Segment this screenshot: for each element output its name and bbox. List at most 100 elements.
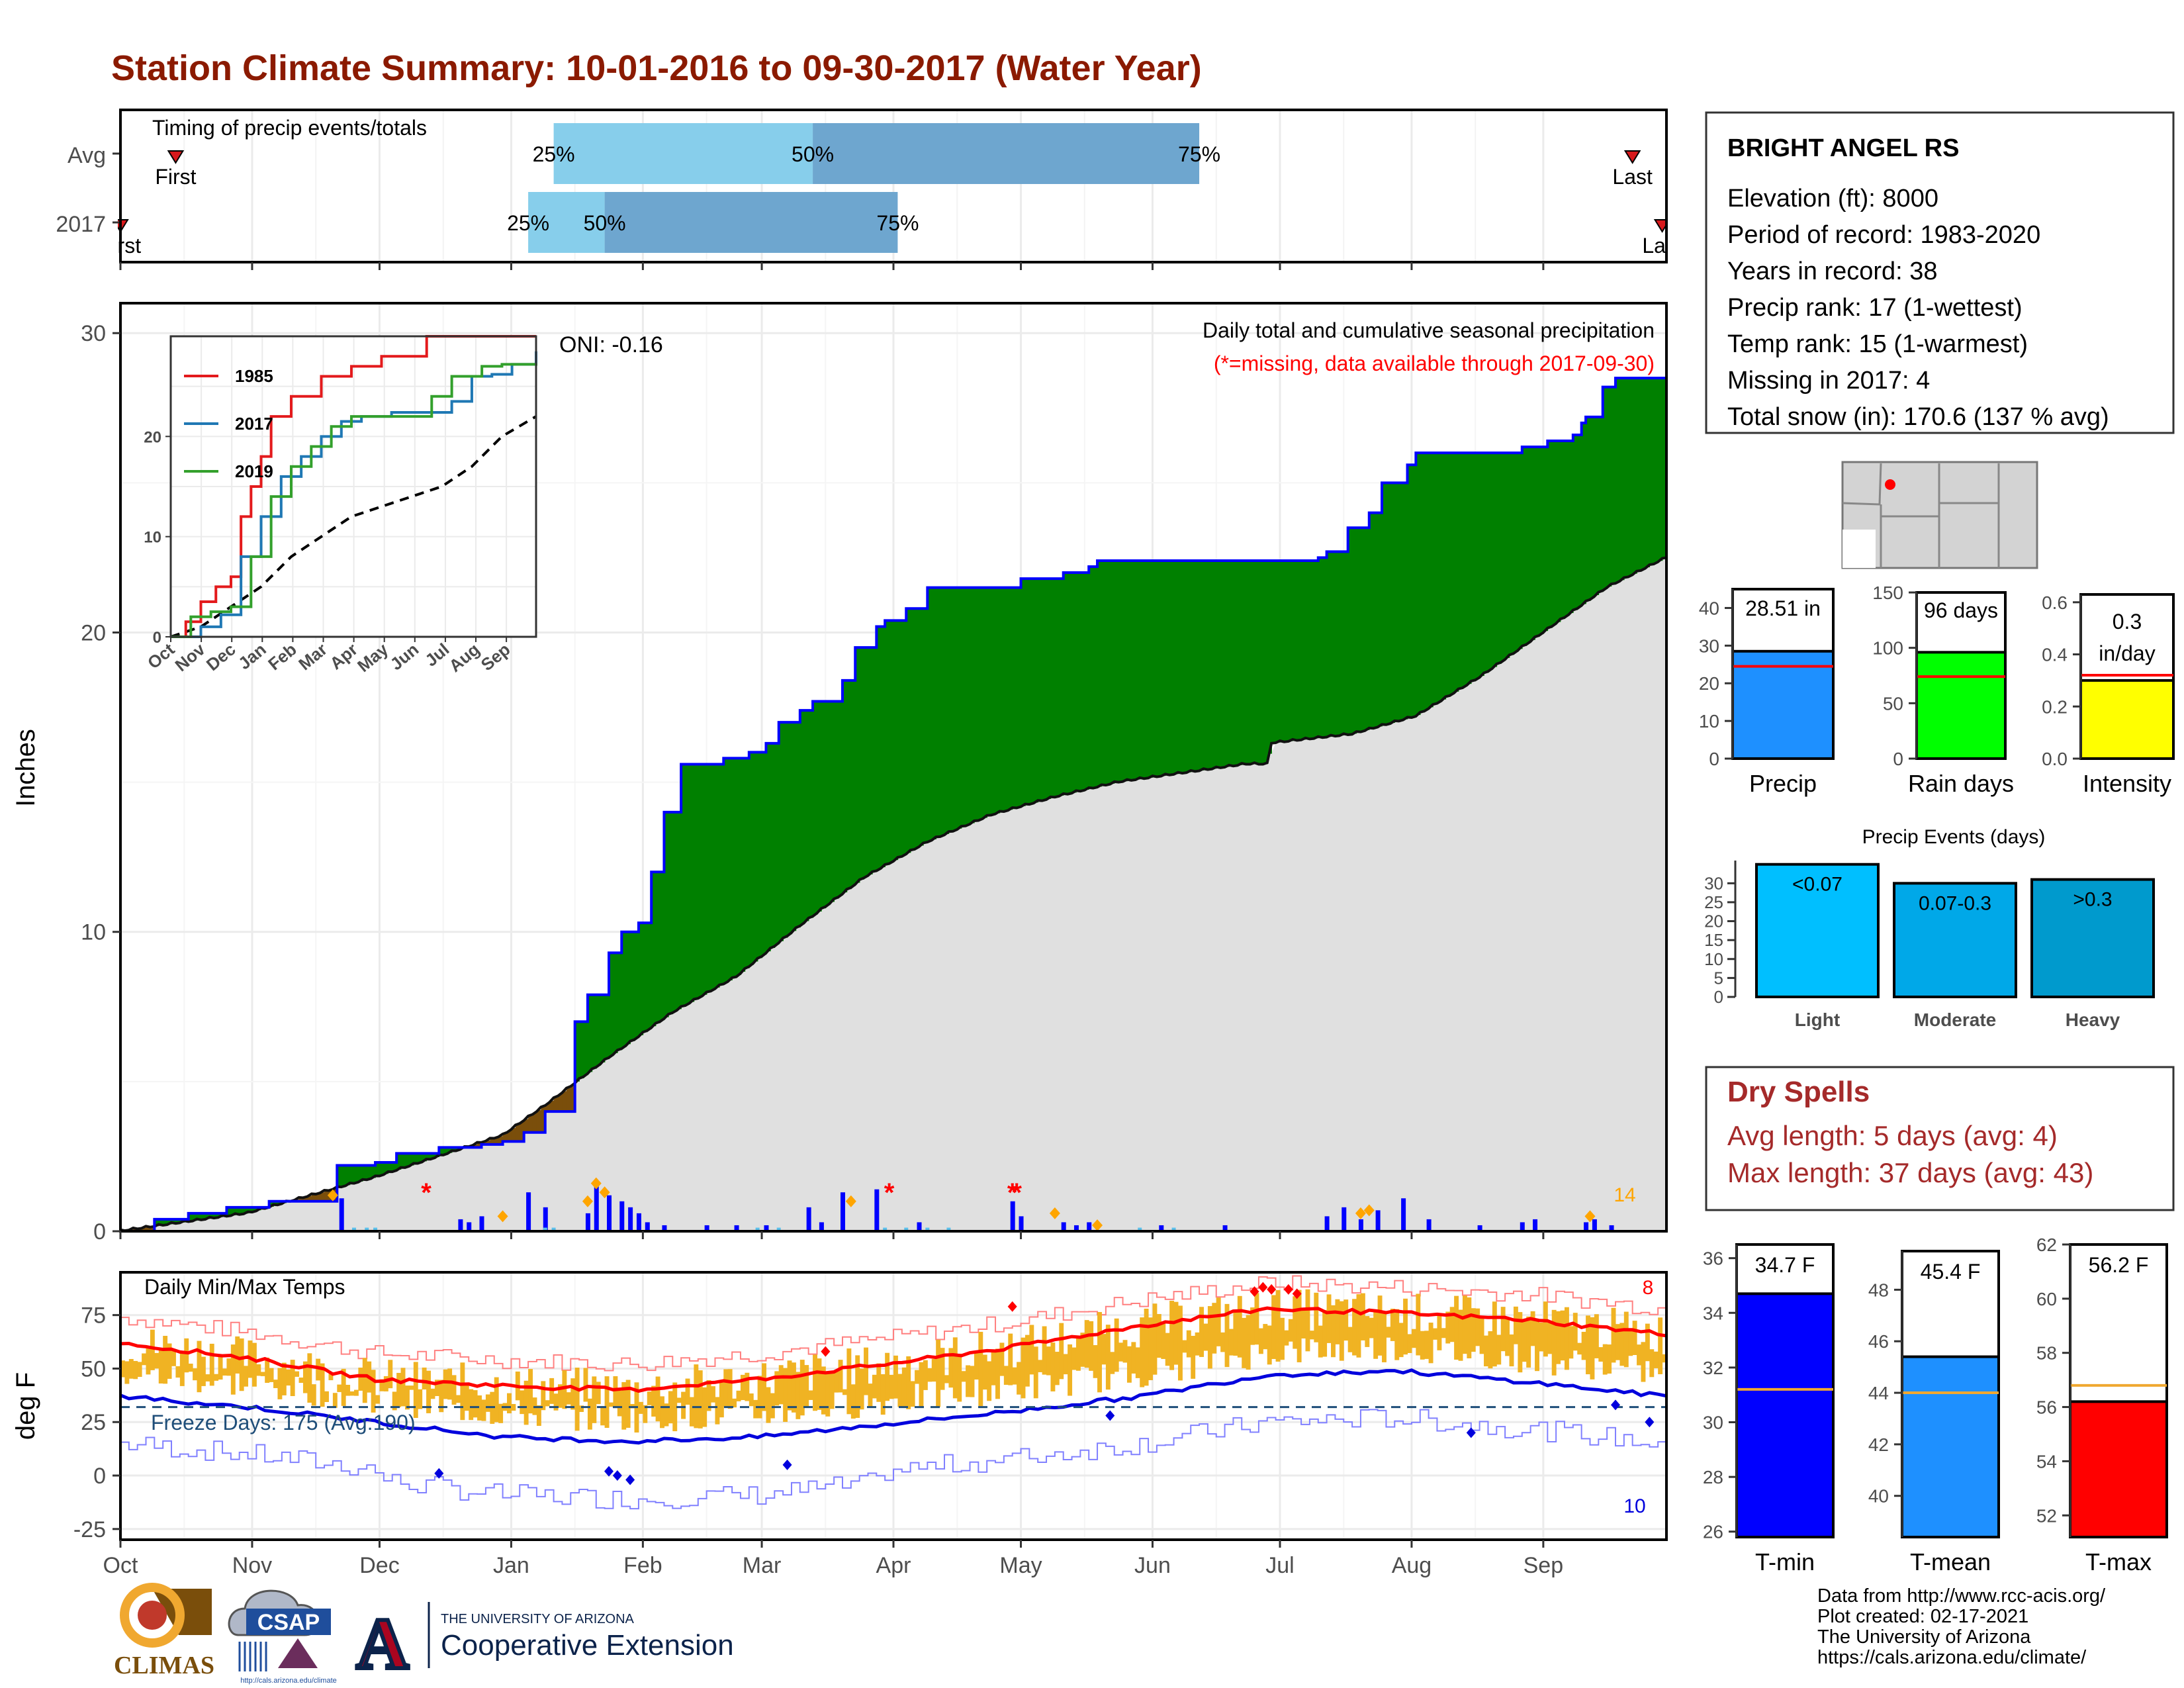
station-info-border — [1705, 111, 2175, 434]
daily-temp-range-bar — [1569, 1326, 1574, 1359]
daily-precip-bar — [636, 1213, 641, 1231]
trace-precip-bar — [543, 1227, 547, 1231]
daily-temp-range-bar — [1632, 1321, 1637, 1356]
daily-temp-range-bar — [762, 1363, 766, 1411]
daily-temp-range-bar — [838, 1360, 843, 1393]
ua-logo-bottom: Cooperative Extension — [441, 1629, 734, 1662]
above-avg-area — [1131, 560, 1136, 780]
daily-temp-range-bar — [1352, 1299, 1357, 1356]
above-avg-area — [197, 1213, 202, 1221]
daily-temp-range-bar — [1126, 1346, 1132, 1383]
above-avg-area — [1492, 453, 1498, 667]
above-avg-area — [855, 647, 860, 883]
above-avg-area — [1140, 560, 1145, 779]
above-avg-area — [1602, 387, 1608, 589]
daily-temp-range-bar — [1581, 1331, 1586, 1360]
snow-event-marker — [599, 1186, 610, 1199]
above-avg-area — [341, 1165, 346, 1187]
above-avg-area — [1182, 560, 1187, 773]
above-avg-area — [1071, 573, 1077, 793]
above-avg-area — [1126, 560, 1132, 781]
above-avg-area — [804, 710, 809, 921]
timing-bar-25-50 — [553, 123, 813, 184]
daily-precip-bar — [819, 1222, 824, 1231]
daily-temp-range-bar — [587, 1398, 592, 1430]
daily-temp-range-bar — [609, 1402, 614, 1407]
daily-temp-range-bar — [409, 1385, 414, 1390]
ua-logo-mark: A — [356, 1603, 408, 1684]
trace-precip-bar — [1171, 1227, 1176, 1231]
daily-temp-range-bar — [167, 1343, 172, 1379]
daily-temp-range-bar — [923, 1360, 928, 1390]
daily-temp-range-bar — [1572, 1313, 1578, 1351]
events-ytick-label: 5 — [1714, 968, 1723, 988]
above-avg-area — [664, 812, 669, 1017]
daily-temp-range-bar — [1242, 1317, 1247, 1368]
daily-temp-range-bar — [974, 1352, 979, 1380]
above-avg-area — [868, 647, 873, 874]
daily-temp-range-bar — [1637, 1344, 1641, 1366]
above-avg-area — [1449, 453, 1455, 694]
month-axis-label: Nov — [232, 1553, 272, 1578]
above-avg-area — [1518, 453, 1523, 649]
daily-precip-bar — [1222, 1225, 1228, 1231]
above-avg-area — [1394, 483, 1400, 722]
daily-temp-range-bar — [1220, 1332, 1226, 1352]
above-avg-area — [175, 1219, 181, 1223]
above-avg-area — [952, 587, 958, 831]
station-info-line: Elevation (ft): 8000 — [1727, 185, 1938, 212]
daily-temp-range-bar — [787, 1360, 792, 1411]
timing-pct-75: 75% — [876, 211, 919, 235]
small-chart-ytick-label: 20 — [1699, 673, 1719, 694]
record-high-marker — [1250, 1286, 1259, 1297]
daily-temp-range-bar — [447, 1368, 453, 1400]
below-avg-area — [562, 1091, 567, 1112]
daily-temp-range-bar — [1233, 1311, 1238, 1356]
above-avg-area — [587, 994, 593, 1072]
daily-temp-range-bar — [349, 1391, 355, 1396]
event-bar-label: <0.07 — [1792, 874, 1843, 896]
daily-temp-range-bar — [1305, 1289, 1310, 1352]
above-avg-area — [1653, 378, 1659, 563]
trace-precip-bar — [1138, 1227, 1142, 1231]
daily-temp-range-bar — [460, 1362, 465, 1421]
below-avg-area — [520, 1121, 525, 1142]
above-avg-area — [655, 872, 660, 1023]
daily-temp-range-bar — [256, 1364, 261, 1376]
above-avg-area — [1509, 453, 1514, 655]
daily-temp-range-bar — [142, 1353, 147, 1366]
last-event-marker — [1623, 150, 1641, 164]
record-high-count: 8 — [1643, 1277, 1654, 1299]
above-avg-area — [1110, 560, 1115, 784]
above-avg-area — [1433, 453, 1438, 705]
credit-line: Data from http://www.rcc-acis.org/ — [1817, 1585, 2106, 1607]
daily-temp-range-bar — [1254, 1293, 1259, 1345]
ua-logo-top: THE UNIVERSITY OF ARIZONA — [441, 1612, 635, 1626]
daily-temp-range-bar — [1156, 1314, 1161, 1358]
above-avg-area — [1228, 560, 1234, 767]
daily-temp-range-bar — [545, 1400, 550, 1407]
daily-temp-range-bar — [396, 1372, 402, 1407]
daily-temp-range-bar — [1619, 1323, 1625, 1366]
precip-y-axis-label: Inches — [11, 729, 40, 807]
below-avg-area — [507, 1131, 512, 1142]
below-avg-area — [142, 1228, 147, 1231]
daily-temp-range-bar — [940, 1348, 945, 1390]
small-chart-ytick-label: 32 — [1703, 1358, 1723, 1378]
below-avg-area — [150, 1227, 156, 1231]
above-avg-area — [1398, 483, 1404, 721]
below-avg-area — [485, 1140, 491, 1145]
above-avg-area — [592, 994, 597, 1069]
station-info-line: Precip rank: 17 (1-wettest) — [1727, 294, 2023, 322]
daily-temp-range-bar — [1373, 1312, 1379, 1359]
trace-precip-bar — [365, 1227, 369, 1231]
daily-temp-range-bar — [404, 1385, 410, 1410]
small-chart-label: T-max — [2085, 1548, 2152, 1575]
above-avg-area — [1535, 447, 1540, 637]
daily-temp-range-bar — [842, 1389, 847, 1395]
above-avg-area — [885, 620, 890, 865]
above-avg-area — [1216, 560, 1221, 769]
above-avg-area — [1237, 560, 1243, 765]
daily-temp-range-bar — [1615, 1324, 1620, 1360]
above-avg-area — [1242, 560, 1247, 765]
